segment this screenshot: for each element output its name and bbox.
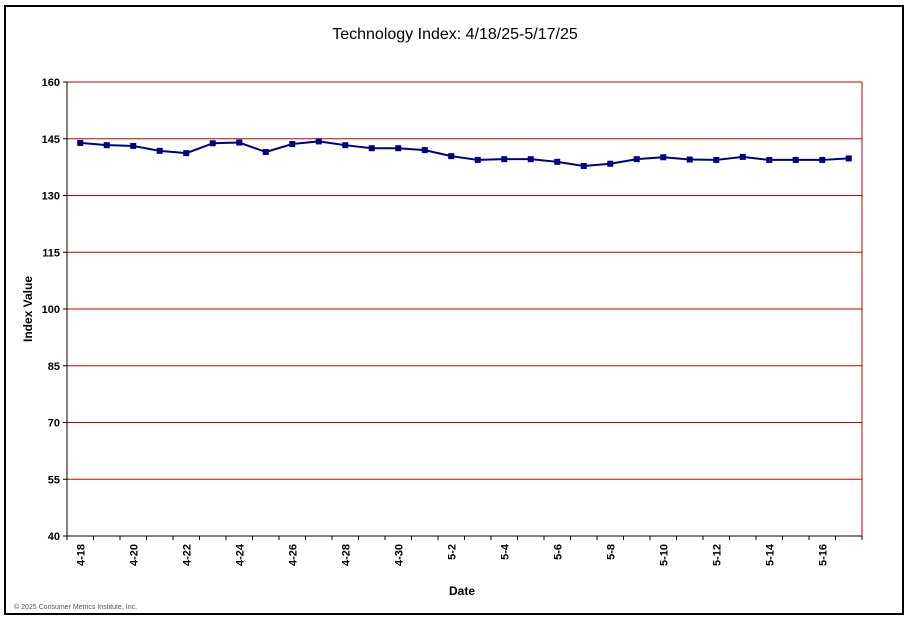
gridlines [67, 81, 863, 536]
data-point [448, 153, 455, 160]
x-tick-label: 4-18 [75, 544, 87, 566]
chart-title: Technology Index: 4/18/25-5/17/25 [332, 26, 578, 43]
y-tick-label: 40 [48, 531, 60, 543]
data-point [633, 156, 640, 163]
x-tick-label: 4-28 [340, 544, 352, 566]
data-point [395, 145, 402, 152]
data-point [421, 147, 428, 154]
x-tick-label: 5-2 [446, 544, 458, 560]
x-tick-label: 5-6 [552, 544, 564, 560]
y-tick-label: 160 [42, 77, 60, 89]
line-chart: Technology Index: 4/18/25-5/17/25 40 55 70… [14, 26, 863, 611]
y-tick-label: 70 [48, 418, 60, 430]
data-point [792, 156, 799, 163]
data-point [660, 154, 667, 161]
data-point [368, 145, 375, 152]
y-tick-label: 85 [48, 361, 60, 373]
y-axis-ticks: 40 55 70 85 100 115 130 145 160 [42, 77, 67, 543]
series-technology-index [77, 138, 852, 169]
data-point [501, 156, 508, 163]
x-axis-ticks: 4-18 4-20 4-22 4-24 4-26 4-28 4-30 5-2 5-4 5-6 5-8… [66, 536, 863, 566]
data-point [209, 140, 216, 147]
data-point [527, 156, 534, 163]
data-point [607, 160, 614, 167]
copyright-notice: © 2025 Consumer Metrics Institute, Inc. [14, 603, 137, 611]
data-point [474, 156, 481, 163]
data-point [342, 142, 349, 149]
x-tick-label: 4-24 [234, 543, 246, 566]
x-tick-label: 4-20 [128, 544, 140, 566]
x-tick-label: 5-12 [711, 544, 723, 566]
x-axis-title: Date [449, 584, 475, 598]
data-point [739, 153, 746, 160]
data-point [766, 156, 773, 163]
data-point [580, 162, 587, 169]
data-point [262, 148, 269, 155]
y-tick-label: 130 [42, 191, 60, 203]
x-tick-label: 5-14 [764, 543, 776, 566]
y-tick-label: 55 [48, 474, 60, 486]
y-tick-label: 100 [42, 304, 60, 316]
data-point [130, 142, 137, 149]
x-tick-label: 4-22 [181, 544, 193, 566]
data-point [103, 142, 110, 149]
series-line [80, 140, 849, 167]
x-tick-label: 5-4 [499, 543, 511, 560]
y-axis-title: Index Value [21, 276, 35, 342]
data-point [156, 147, 163, 154]
data-point [236, 139, 243, 146]
x-tick-label: 5-10 [658, 544, 670, 566]
x-tick-label: 4-30 [393, 544, 405, 566]
x-tick-label: 5-8 [605, 544, 617, 560]
x-tick-label: 4-26 [287, 544, 299, 566]
data-point [713, 156, 720, 163]
data-point [315, 138, 322, 145]
data-point [819, 156, 826, 163]
y-tick-label: 115 [42, 247, 60, 259]
chart-frame: Technology Index: 4/18/25-5/17/25 40 55 70… [4, 5, 904, 615]
data-point [686, 156, 693, 163]
x-tick-label: 5-16 [817, 544, 829, 566]
data-point [77, 139, 84, 146]
y-tick-label: 145 [42, 134, 60, 146]
data-point [183, 150, 190, 157]
data-point [845, 155, 852, 162]
data-point [289, 141, 296, 148]
data-point [554, 158, 561, 165]
